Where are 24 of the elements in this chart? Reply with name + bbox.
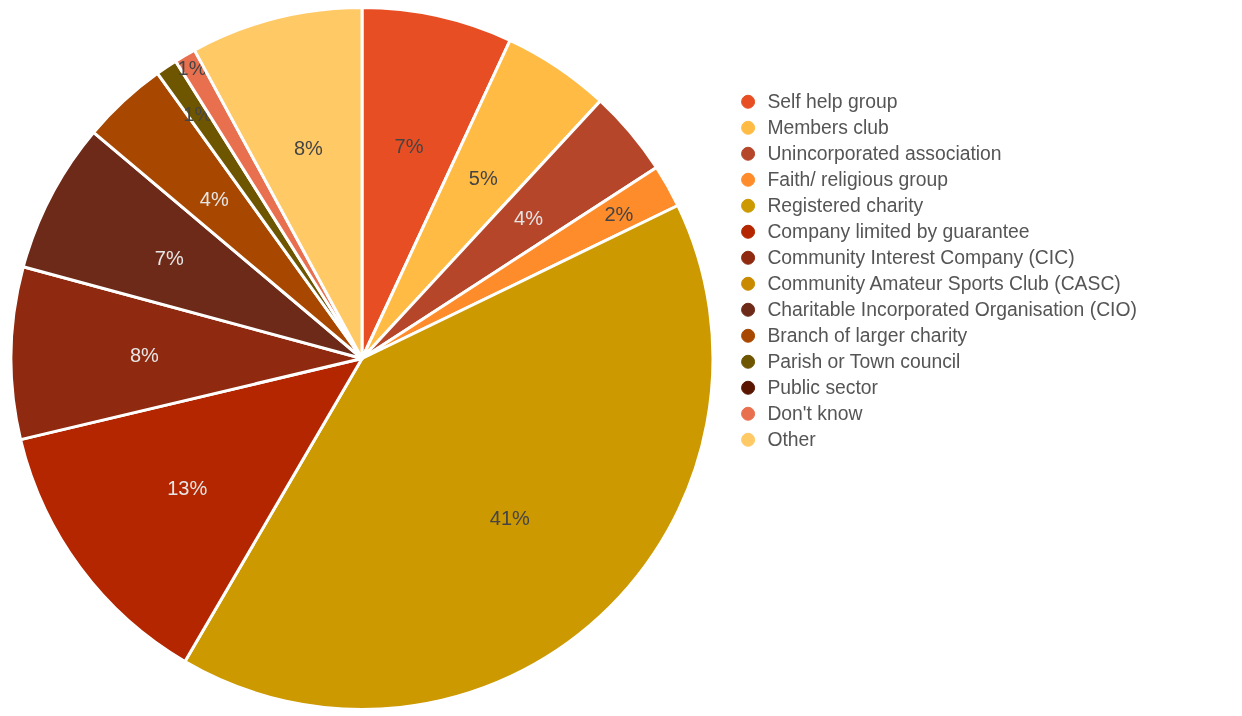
legend-label: Self help group: [767, 91, 898, 113]
legend-label: Faith/ religious group: [767, 169, 948, 191]
data-label: 7%: [394, 135, 424, 158]
data-label: 4%: [199, 187, 229, 210]
legend-label: Registered charity: [767, 195, 924, 217]
legend-label: Public sector: [767, 377, 879, 399]
legend-label: Company limited by guarantee: [767, 221, 1030, 243]
data-label: 2%: [604, 202, 634, 225]
data-label: 8%: [293, 136, 324, 159]
legend-label: Don't know: [767, 403, 863, 425]
legend-label: Parish or Town council: [767, 351, 961, 373]
data-label: 13%: [167, 477, 208, 500]
legend-label: Members club: [767, 117, 889, 139]
legend-label: Community Interest Company (CIC): [767, 247, 1075, 269]
data-label: 8%: [129, 344, 160, 367]
legend-label: Charitable Incorporated Organisation (CIO): [767, 299, 1137, 321]
data-label: 7%: [154, 246, 184, 269]
legend-label: Branch of larger charity: [767, 325, 968, 347]
legend-label: Community Amateur Sports Club (CASC): [767, 273, 1121, 295]
legend-label: Unincorporated association: [767, 143, 1002, 165]
legend-label: Other: [767, 429, 817, 451]
data-label: 5%: [468, 166, 498, 189]
data-label: 41%: [489, 507, 531, 530]
data-label: 4%: [514, 207, 544, 230]
